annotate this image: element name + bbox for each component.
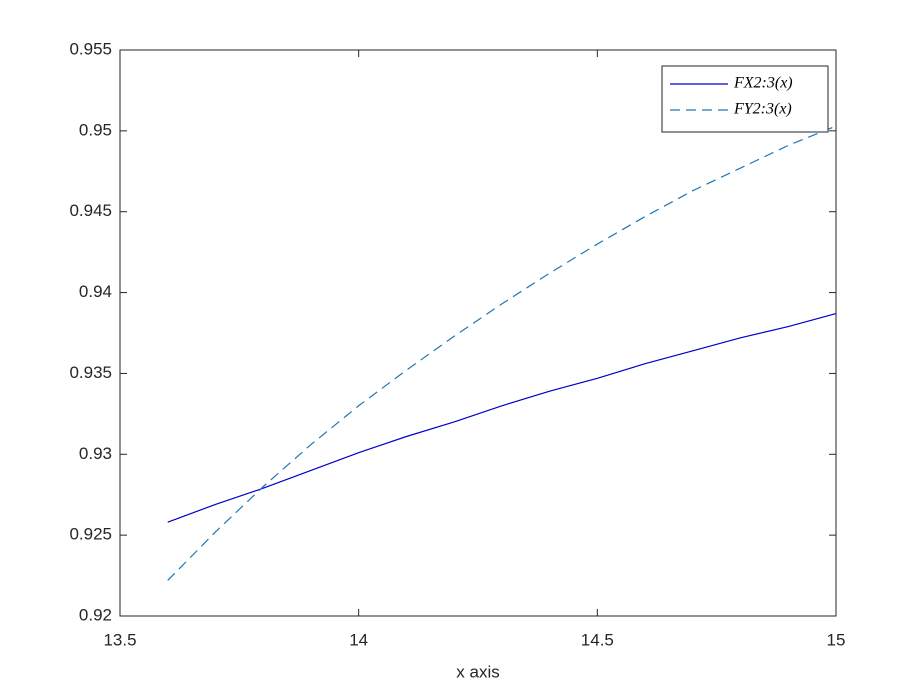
legend-box: [661, 65, 829, 133]
legend-label: FX2:3(x): [733, 75, 793, 92]
y-tick-label: 0.93: [79, 444, 112, 463]
x-tick-label: 13.5: [103, 630, 136, 649]
legend-label: FY2:3(x): [733, 101, 792, 118]
x-tick-label: 15: [827, 630, 846, 649]
y-tick-label: 0.945: [69, 201, 112, 220]
x-tick-label: 14.5: [581, 630, 614, 649]
series-line: [167, 125, 837, 581]
y-tick-label: 0.935: [69, 363, 112, 382]
plot-area: [119, 49, 837, 617]
x-axis-label: x axis: [456, 662, 499, 681]
y-tick-label: 0.955: [69, 39, 112, 58]
y-tick-label: 0.95: [79, 120, 112, 139]
y-tick-label: 0.94: [79, 282, 112, 301]
series-line: [167, 313, 837, 523]
y-tick-label: 0.925: [69, 525, 112, 544]
x-tick-label: 14: [349, 630, 368, 649]
y-tick-label: 0.92: [79, 605, 112, 624]
